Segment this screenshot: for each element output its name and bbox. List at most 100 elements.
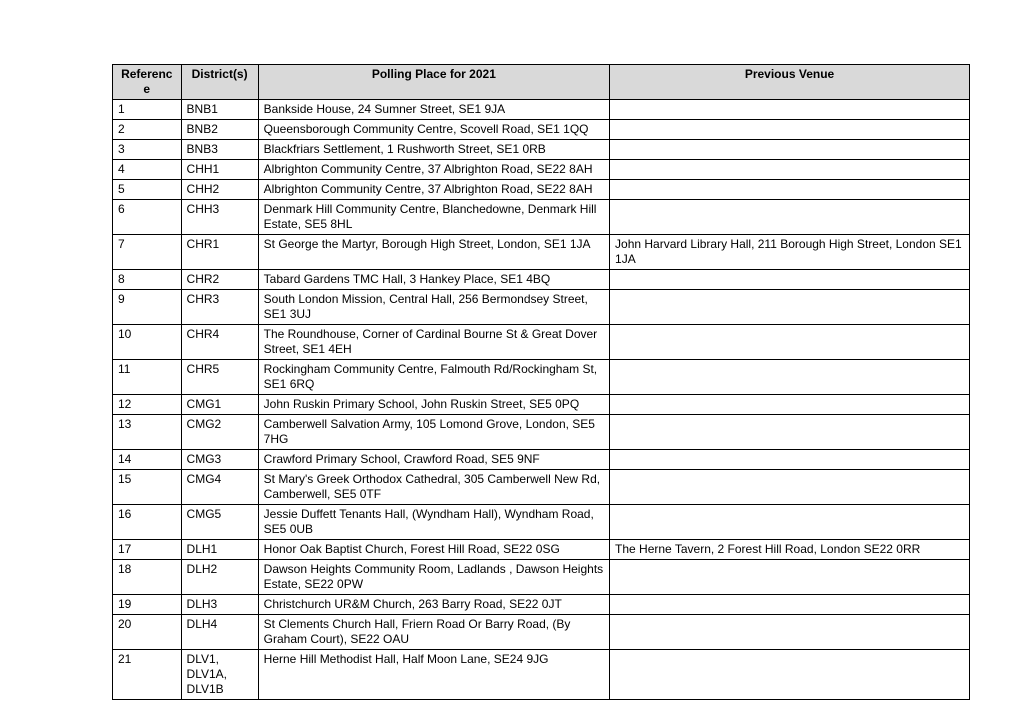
- table-header-row: Reference District(s) Polling Place for …: [113, 65, 970, 100]
- table-row: 12CMG1John Ruskin Primary School, John R…: [113, 395, 970, 415]
- table-cell: DLV1, DLV1A, DLV1B: [181, 650, 258, 700]
- table-row: 21DLV1, DLV1A, DLV1BHerne Hill Methodist…: [113, 650, 970, 700]
- table-cell: CMG1: [181, 395, 258, 415]
- table-cell: DLH1: [181, 540, 258, 560]
- table-row: 7CHR1St George the Martyr, Borough High …: [113, 235, 970, 270]
- table-row: 2BNB2Queensborough Community Centre, Sco…: [113, 120, 970, 140]
- table-cell: 20: [113, 615, 182, 650]
- table-cell: [610, 100, 970, 120]
- table-cell: St Clements Church Hall, Friern Road Or …: [258, 615, 609, 650]
- table-cell: Crawford Primary School, Crawford Road, …: [258, 450, 609, 470]
- table-cell: 3: [113, 140, 182, 160]
- polling-places-table: Reference District(s) Polling Place for …: [112, 64, 970, 700]
- table-cell: John Ruskin Primary School, John Ruskin …: [258, 395, 609, 415]
- table-cell: South London Mission, Central Hall, 256 …: [258, 290, 609, 325]
- table-cell: St George the Martyr, Borough High Stree…: [258, 235, 609, 270]
- table-cell: [610, 395, 970, 415]
- table-cell: Denmark Hill Community Centre, Blanchedo…: [258, 200, 609, 235]
- table-cell: CMG3: [181, 450, 258, 470]
- table-cell: [610, 470, 970, 505]
- table-cell: BNB1: [181, 100, 258, 120]
- table-row: 8CHR2Tabard Gardens TMC Hall, 3 Hankey P…: [113, 270, 970, 290]
- col-header-polling-place: Polling Place for 2021: [258, 65, 609, 100]
- table-cell: [610, 120, 970, 140]
- table-cell: [610, 450, 970, 470]
- table-cell: CHR5: [181, 360, 258, 395]
- table-cell: Blackfriars Settlement, 1 Rushworth Stre…: [258, 140, 609, 160]
- table-row: 9CHR3South London Mission, Central Hall,…: [113, 290, 970, 325]
- table-cell: [610, 160, 970, 180]
- table-cell: [610, 180, 970, 200]
- table-cell: [610, 140, 970, 160]
- table-cell: CMG5: [181, 505, 258, 540]
- table-cell: 1: [113, 100, 182, 120]
- table-row: 20DLH4St Clements Church Hall, Friern Ro…: [113, 615, 970, 650]
- table-cell: Camberwell Salvation Army, 105 Lomond Gr…: [258, 415, 609, 450]
- table-cell: 16: [113, 505, 182, 540]
- table-cell: DLH3: [181, 595, 258, 615]
- table-row: 13CMG2Camberwell Salvation Army, 105 Lom…: [113, 415, 970, 450]
- table-cell: 12: [113, 395, 182, 415]
- table-cell: CMG4: [181, 470, 258, 505]
- table-cell: CHR1: [181, 235, 258, 270]
- col-header-reference: Reference: [113, 65, 182, 100]
- table-cell: CMG2: [181, 415, 258, 450]
- table-cell: [610, 200, 970, 235]
- table-cell: Dawson Heights Community Room, Ladlands …: [258, 560, 609, 595]
- table-cell: Honor Oak Baptist Church, Forest Hill Ro…: [258, 540, 609, 560]
- table-cell: Herne Hill Methodist Hall, Half Moon Lan…: [258, 650, 609, 700]
- table-row: 11CHR5Rockingham Community Centre, Falmo…: [113, 360, 970, 395]
- table-cell: 9: [113, 290, 182, 325]
- table-row: 4CHH1Albrighton Community Centre, 37 Alb…: [113, 160, 970, 180]
- table-row: 5CHH2Albrighton Community Centre, 37 Alb…: [113, 180, 970, 200]
- table-cell: BNB2: [181, 120, 258, 140]
- table-cell: DLH2: [181, 560, 258, 595]
- table-cell: 4: [113, 160, 182, 180]
- table-cell: [610, 325, 970, 360]
- table-cell: [610, 595, 970, 615]
- table-cell: 7: [113, 235, 182, 270]
- table-cell: 10: [113, 325, 182, 360]
- table-cell: 2: [113, 120, 182, 140]
- table-cell: 17: [113, 540, 182, 560]
- table-cell: The Herne Tavern, 2 Forest Hill Road, Lo…: [610, 540, 970, 560]
- table-cell: 15: [113, 470, 182, 505]
- table-cell: The Roundhouse, Corner of Cardinal Bourn…: [258, 325, 609, 360]
- table-cell: 19: [113, 595, 182, 615]
- table-row: 1BNB1Bankside House, 24 Sumner Street, S…: [113, 100, 970, 120]
- table-cell: [610, 615, 970, 650]
- table-cell: 14: [113, 450, 182, 470]
- table-cell: Tabard Gardens TMC Hall, 3 Hankey Place,…: [258, 270, 609, 290]
- table-row: 15CMG4St Mary's Greek Orthodox Cathedral…: [113, 470, 970, 505]
- table-cell: 18: [113, 560, 182, 595]
- table-cell: [610, 360, 970, 395]
- col-header-districts: District(s): [181, 65, 258, 100]
- table-cell: [610, 290, 970, 325]
- table-cell: 8: [113, 270, 182, 290]
- table-cell: St Mary's Greek Orthodox Cathedral, 305 …: [258, 470, 609, 505]
- table-cell: [610, 560, 970, 595]
- table-row: 17DLH1Honor Oak Baptist Church, Forest H…: [113, 540, 970, 560]
- table-cell: Christchurch UR&M Church, 263 Barry Road…: [258, 595, 609, 615]
- table-cell: [610, 270, 970, 290]
- table-cell: [610, 415, 970, 450]
- table-cell: CHR3: [181, 290, 258, 325]
- table-cell: Bankside House, 24 Sumner Street, SE1 9J…: [258, 100, 609, 120]
- table-cell: [610, 505, 970, 540]
- table-cell: Jessie Duffett Tenants Hall, (Wyndham Ha…: [258, 505, 609, 540]
- table-cell: 13: [113, 415, 182, 450]
- table-cell: Albrighton Community Centre, 37 Albright…: [258, 160, 609, 180]
- table-row: 6CHH3Denmark Hill Community Centre, Blan…: [113, 200, 970, 235]
- table-cell: Queensborough Community Centre, Scovell …: [258, 120, 609, 140]
- table-cell: BNB3: [181, 140, 258, 160]
- table-cell: [610, 650, 970, 700]
- table-row: 10CHR4The Roundhouse, Corner of Cardinal…: [113, 325, 970, 360]
- table-row: 3BNB3Blackfriars Settlement, 1 Rushworth…: [113, 140, 970, 160]
- table-cell: 6: [113, 200, 182, 235]
- table-row: 18DLH2Dawson Heights Community Room, Lad…: [113, 560, 970, 595]
- table-cell: CHH2: [181, 180, 258, 200]
- table-cell: CHH1: [181, 160, 258, 180]
- table-cell: CHH3: [181, 200, 258, 235]
- table-cell: 11: [113, 360, 182, 395]
- table-cell: 5: [113, 180, 182, 200]
